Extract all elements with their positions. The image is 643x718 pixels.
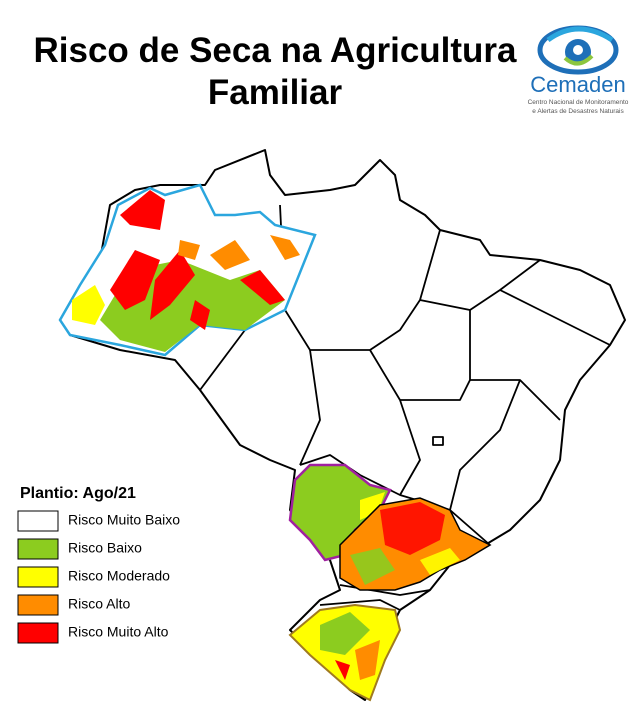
legend-swatch (17, 510, 59, 532)
logo-tagline: e Alertas de Desastres Naturais (532, 108, 624, 115)
logo-tagline: Centro Nacional de Monitoramento (528, 99, 629, 106)
legend-swatch (17, 566, 59, 588)
legend-swatch (17, 622, 59, 644)
title-line: Risco de Seca na Agricultura (33, 31, 517, 70)
logo: Cemaden Centro Nacional de Monitoramento… (528, 25, 629, 115)
legend-swatch (17, 594, 59, 616)
legend-label: Risco Moderado (68, 568, 170, 584)
legend-title: Plantio: Ago/21 (20, 485, 136, 502)
legend-label: Risco Baixo (68, 540, 142, 556)
brazil-map (58, 149, 626, 702)
legend-label: Risco Muito Alto (68, 624, 169, 640)
logo-name: Cemaden (530, 72, 625, 97)
title-line: Familiar (208, 73, 343, 112)
legend-label: Risco Alto (68, 596, 130, 612)
legend-swatch (17, 538, 59, 560)
legend-label: Risco Muito Baixo (68, 512, 180, 528)
legend: Plantio: Ago/21 Risco Muito Baixo Risco B… (17, 485, 180, 644)
